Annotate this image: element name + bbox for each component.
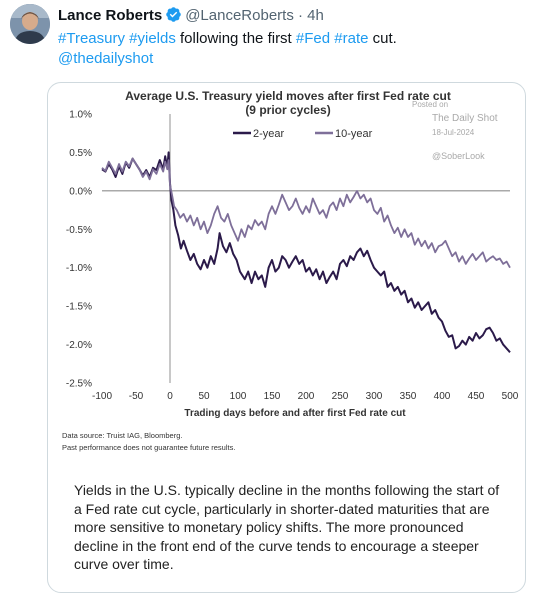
y-tick-label: -1.5% xyxy=(66,302,92,313)
tweet-header: Lance Roberts @LanceRoberts · 4h xyxy=(58,6,324,27)
x-tick-label: 0 xyxy=(167,391,173,402)
x-tick-label: 350 xyxy=(400,391,417,402)
tweet-text-end: cut. xyxy=(368,30,397,47)
mention-thedailyshot[interactable]: @thedailyshot xyxy=(58,50,154,67)
y-tick-label: -2.5% xyxy=(66,379,92,390)
y-tick-label: 1.0% xyxy=(69,110,92,121)
legend-label-10-year: 10-year xyxy=(335,128,373,140)
x-tick-label: 450 xyxy=(468,391,485,402)
author-handle[interactable]: @LanceRoberts xyxy=(185,7,294,24)
x-tick-label: 250 xyxy=(332,391,349,402)
x-tick-label: 100 xyxy=(230,391,247,402)
tweet-text-mid: following the first xyxy=(175,30,296,47)
y-tick-label: 0.0% xyxy=(69,186,92,197)
yield-chart: Average U.S. Treasury yield moves after … xyxy=(66,89,519,419)
y-tick-label: -0.5% xyxy=(66,225,92,236)
avatar[interactable] xyxy=(10,4,50,44)
series-line-10-year xyxy=(101,157,511,269)
x-tick-label: 500 xyxy=(502,391,519,402)
series-line-2-year xyxy=(101,151,511,353)
hashtag-fed[interactable]: #Fed xyxy=(295,30,331,47)
chart-notes: Data source: Truist IAG, Bloomberg. Past… xyxy=(62,430,235,454)
image-caption: Yields in the U.S. typically decline in … xyxy=(74,482,500,572)
chart-subtitle: (9 prior cycles) xyxy=(245,103,330,117)
x-tick-label: 400 xyxy=(434,391,451,402)
avatar-image xyxy=(10,4,50,44)
disclaimer-note: Past performance does not guarantee futu… xyxy=(62,443,236,452)
x-tick-label: 150 xyxy=(264,391,281,402)
y-tick-label: 0.5% xyxy=(69,148,92,159)
verified-badge-icon xyxy=(165,6,182,27)
tweet-timestamp[interactable]: · 4h xyxy=(298,7,324,24)
x-axis-label: Trading days before and after first Fed … xyxy=(184,408,406,419)
chart-title: Average U.S. Treasury yield moves after … xyxy=(125,89,451,103)
watermark: Posted on The Daily Shot 18-Jul-2024 @So… xyxy=(412,100,498,161)
tweet-text: #Treasury #yields following the first #F… xyxy=(58,29,528,69)
chart-series xyxy=(101,151,511,353)
hashtag-rate[interactable]: #rate xyxy=(334,30,369,47)
x-tick-label: 200 xyxy=(298,391,315,402)
x-tick-label: -100 xyxy=(92,391,112,402)
watermark-handle: @SoberLook xyxy=(432,151,485,161)
legend-label-2-year: 2-year xyxy=(253,128,285,140)
chart-axes: 1.0% 0.5% 0.0% -0.5% -1.0% -1.5% -2.0% -2.5%-10… xyxy=(66,110,519,403)
watermark-source: The Daily Shot xyxy=(432,113,498,124)
chart-legend: 2-year 10-year xyxy=(233,128,373,140)
hashtag-treasury[interactable]: #Treasury xyxy=(58,30,125,47)
x-tick-label: 300 xyxy=(366,391,383,402)
x-tick-label: -50 xyxy=(129,391,144,402)
data-source-note: Data source: Truist IAG, Bloomberg. xyxy=(62,431,183,440)
media-card[interactable]: Average U.S. Treasury yield moves after … xyxy=(47,82,526,593)
watermark-posted: Posted on xyxy=(412,100,448,109)
chart-image: Average U.S. Treasury yield moves after … xyxy=(48,83,525,463)
watermark-date: 18-Jul-2024 xyxy=(432,128,475,137)
x-tick-label: 50 xyxy=(198,391,210,402)
y-tick-label: -2.0% xyxy=(66,340,92,351)
author-name[interactable]: Lance Roberts xyxy=(58,7,163,24)
y-tick-label: -1.0% xyxy=(66,263,92,274)
hashtag-yields[interactable]: #yields xyxy=(129,30,176,47)
